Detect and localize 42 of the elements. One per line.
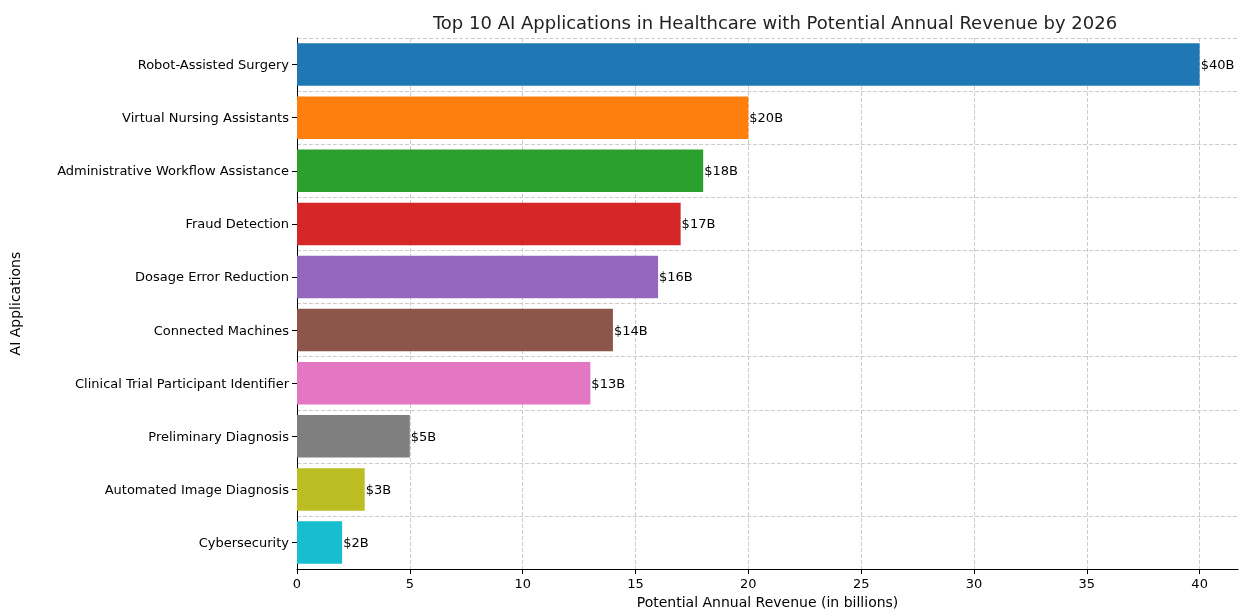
bar: [297, 308, 613, 352]
y-tick-label: Robot-Assisted Surgery: [137, 57, 290, 73]
chart-title: Top 10 AI Applications in Healthcare with Potential Annual Revenue by 2026: [431, 11, 1118, 33]
data-label: $16B: [659, 269, 693, 285]
x-tick-label: 25: [852, 576, 870, 592]
bar: [297, 43, 1200, 86]
y-tick-label: Administrative Workflow Assistance: [57, 163, 289, 179]
y-tick-label: Connected Machines: [153, 322, 290, 338]
y-tick-label: Fraud Detection: [185, 216, 289, 232]
y-tick-label: Preliminary Diagnosis: [148, 428, 290, 444]
y-tick-label: Clinical Trial Participant Identifier: [75, 375, 290, 391]
y-axis-title: AI Applications: [7, 251, 23, 356]
x-tick-label: 15: [627, 576, 644, 592]
x-tick-label: 30: [965, 576, 983, 592]
bar: [297, 468, 365, 511]
data-label: $13B: [591, 375, 626, 391]
y-tick-label: Dosage Error Reduction: [135, 269, 289, 285]
bar: [297, 521, 343, 564]
x-axis-title: Potential Annual Revenue (in billions): [636, 594, 899, 610]
x-tick-label: 20: [740, 576, 757, 592]
data-label: $20B: [749, 110, 784, 126]
x-tick-label: 10: [514, 576, 531, 592]
y-tick-label: Virtual Nursing Assistants: [122, 110, 290, 126]
y-tick-label: Automated Image Diagnosis: [104, 481, 290, 497]
bar: [297, 415, 410, 458]
data-label: $17B: [681, 216, 716, 232]
bar: [297, 255, 659, 299]
data-label: $40B: [1200, 57, 1235, 73]
x-tick-label: 5: [405, 576, 414, 592]
data-label: $2B: [343, 535, 369, 551]
bar: [297, 202, 681, 246]
bar: [297, 361, 591, 405]
bar: [297, 149, 704, 193]
data-label: $18B: [704, 163, 738, 179]
x-tick-label: 40: [1191, 576, 1208, 592]
x-tick-label: 35: [1078, 576, 1096, 592]
data-label: $5B: [410, 428, 437, 444]
data-label: $3B: [365, 481, 392, 497]
data-label: $14B: [613, 322, 648, 338]
bar: [297, 96, 749, 139]
y-tick-label: Cybersecurity: [198, 535, 290, 551]
x-tick-label: 0: [292, 576, 302, 592]
